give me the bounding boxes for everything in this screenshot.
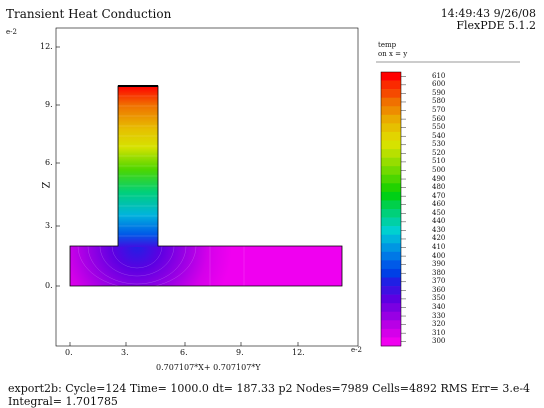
legend-level-label: 550 (432, 123, 446, 132)
x-tick-label: 12. (292, 348, 305, 357)
legend-level-label: 450 (432, 208, 446, 217)
legend-swatch (381, 97, 401, 107)
y-tick-marks (56, 46, 60, 287)
legend-swatch (381, 303, 401, 313)
legend-level-label: 310 (432, 328, 446, 337)
legend-level-label: 570 (432, 106, 446, 115)
legend-level-label: 330 (432, 311, 446, 320)
legend-swatch (381, 72, 401, 81)
y-tick-label: 3. (45, 221, 53, 230)
legend-level-label: 510 (432, 157, 446, 166)
legend-level-label: 300 (432, 337, 446, 346)
legend-level-label: 440 (432, 217, 446, 226)
legend-swatch (381, 226, 401, 235)
x-tick-marks (69, 342, 299, 346)
y-exponent-label: e-2 (6, 28, 17, 36)
legend-swatch (381, 191, 401, 201)
legend-swatch (381, 320, 401, 330)
legend-subtitle: on x = y (378, 50, 408, 58)
legend-swatch (381, 183, 401, 193)
legend-level-label: 470 (432, 191, 446, 200)
legend-swatch (381, 311, 401, 321)
legend-level-label: 610 (432, 71, 446, 80)
base-plate-gradient (70, 246, 250, 286)
legend-swatch (381, 286, 401, 295)
legend-swatch (381, 243, 401, 253)
legend-swatch (381, 174, 401, 184)
legend-swatch (381, 217, 401, 227)
legend-swatch (381, 328, 401, 338)
vertical-stem (118, 86, 158, 247)
x-axis-label: 0.707107*X+ 0.707107*Y (156, 363, 261, 372)
legend-level-label: 580 (432, 97, 446, 106)
legend-swatch (381, 140, 401, 150)
y-tick-label: 0. (45, 281, 53, 290)
legend-level-label: 590 (432, 88, 446, 97)
legend-swatch (381, 89, 401, 98)
legend-level-label: 340 (432, 302, 446, 311)
legend-title: temp (378, 41, 397, 49)
legend-level-label: 560 (432, 114, 446, 123)
legend-level-label: 400 (432, 251, 446, 260)
x-tick-label: 3. (121, 348, 129, 357)
legend-level-label: 390 (432, 260, 446, 269)
y-tick-label: 6. (45, 158, 53, 167)
y-axis-label: Z (41, 181, 53, 189)
legend-swatch (381, 166, 401, 176)
legend-swatch (381, 131, 401, 141)
legend-level-label: 350 (432, 294, 446, 303)
legend-swatch (381, 268, 401, 278)
legend-swatch (381, 277, 401, 287)
legend-swatch (381, 260, 401, 270)
legend-swatch (381, 157, 401, 167)
legend-swatch (381, 234, 401, 244)
legend-swatch (381, 149, 401, 158)
legend-level-label: 360 (432, 285, 446, 294)
software-version: FlexPDE 5.1.2 (456, 19, 536, 32)
legend-level-label: 460 (432, 200, 446, 209)
x-tick-label: 0. (65, 348, 73, 357)
legend-level-label: 320 (432, 320, 446, 329)
legend-level-label: 410 (432, 243, 446, 252)
legend-swatch (381, 123, 401, 133)
base-contour-arcs (77, 245, 245, 289)
legend-swatch (381, 106, 401, 116)
legend-level-label: 520 (432, 148, 446, 157)
legend-swatch (381, 251, 401, 261)
legend-level-label: 500 (432, 165, 446, 174)
run-status-line: export2b: Cycle=124 Time= 1000.0 dt= 187… (8, 382, 531, 395)
y-tick-label: 9. (45, 100, 53, 109)
legend-swatch (381, 200, 401, 210)
stem-contour-lines (118, 95, 158, 237)
legend-level-label: 540 (432, 131, 446, 140)
legend-swatch (381, 114, 401, 124)
x-tick-label: 9. (236, 348, 244, 357)
legend-colorbar (381, 72, 406, 347)
legend-level-label: 380 (432, 268, 446, 277)
x-exponent-label: e-2 (351, 346, 362, 354)
y-tick-label: 12. (40, 42, 53, 51)
domain-outline (69, 85, 343, 287)
legend-level-label: 490 (432, 174, 446, 183)
legend-swatch (381, 80, 401, 90)
legend-swatch (381, 337, 401, 347)
integral-value: Integral= 1.701785 (8, 395, 118, 408)
legend-frame (380, 71, 402, 347)
legend-swatch (381, 209, 401, 218)
legend-level-label: 530 (432, 140, 446, 149)
legend-level-label: 480 (432, 183, 446, 192)
plot-title: Transient Heat Conduction (6, 7, 172, 21)
legend-level-label: 600 (432, 80, 446, 89)
legend-level-label: 430 (432, 225, 446, 234)
legend-swatch (381, 294, 401, 304)
legend-level-label: 370 (432, 277, 446, 286)
legend-level-label: 420 (432, 234, 446, 243)
plot-frame (55, 27, 359, 347)
x-tick-label: 6. (180, 348, 188, 357)
timestamp: 14:49:43 9/26/08 (440, 7, 536, 20)
heated-top-edge (118, 85, 158, 87)
